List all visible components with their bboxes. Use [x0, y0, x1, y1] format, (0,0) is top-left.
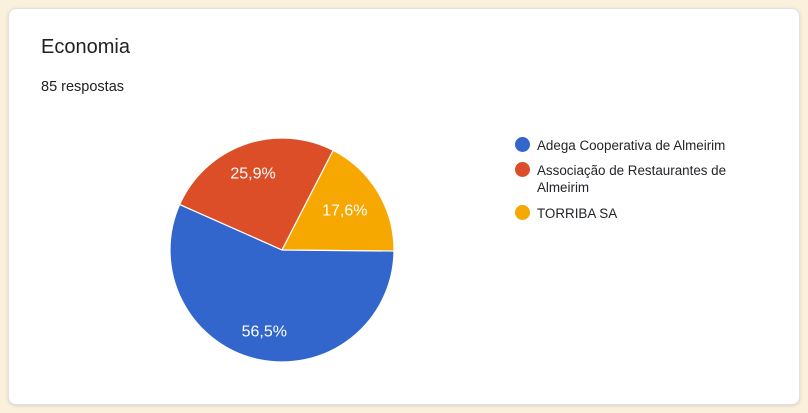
- svg-text:17,6%: 17,6%: [322, 202, 367, 219]
- svg-text:25,9%: 25,9%: [230, 166, 275, 183]
- svg-text:56,5%: 56,5%: [241, 323, 286, 340]
